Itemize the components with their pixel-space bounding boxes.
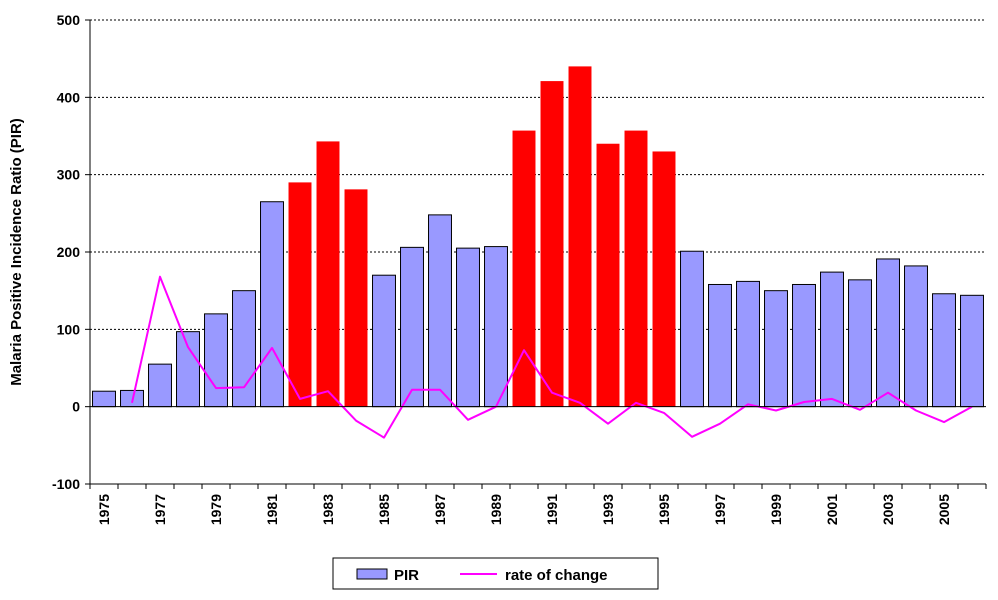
x-tick-label: 1983 [320, 494, 336, 525]
bar-1977 [148, 363, 172, 408]
y-tick-label: 300 [57, 167, 81, 183]
bar-1993 [596, 143, 620, 407]
bar-1983 [316, 141, 340, 407]
y-tick-label: 100 [57, 321, 81, 337]
bar-2006 [960, 294, 984, 408]
y-tick-label: 500 [57, 12, 81, 28]
bar-1997 [708, 283, 732, 408]
legend-label-rate-of-change: rate of change [505, 567, 608, 584]
bar-1991 [540, 81, 564, 407]
rate-of-change-line [131, 275, 973, 439]
legend-swatch-pir [356, 568, 388, 580]
axes [85, 19, 987, 489]
x-tick-label: 1999 [768, 494, 784, 525]
bar-1995 [652, 151, 676, 407]
x-tick-label: 1977 [152, 494, 168, 525]
bar-1981 [260, 201, 284, 408]
bar-1975 [92, 390, 116, 408]
x-tick-labels: 1975 1977 1979 1981 1983 1985 1987 1989 1991 1993… [96, 494, 952, 525]
bar-1979 [204, 313, 228, 408]
bar-1987 [428, 214, 452, 408]
bars [92, 66, 984, 408]
bar-2001 [820, 271, 844, 408]
x-tick-label: 1987 [432, 494, 448, 525]
bar-2004 [904, 265, 928, 408]
x-tick-label: 2001 [824, 494, 840, 525]
y-tick-label: 0 [72, 399, 80, 415]
bar-1999 [764, 290, 788, 408]
bar-2002 [848, 279, 872, 408]
x-tick-label: 1985 [376, 494, 392, 525]
bar-2000 [792, 283, 816, 408]
bar-1982 [288, 182, 312, 407]
bar-1989 [484, 246, 508, 408]
bar-1986 [400, 246, 424, 408]
bar-1985 [372, 274, 396, 408]
bar-1984 [344, 189, 368, 407]
x-tick-label: 1989 [488, 494, 504, 525]
bar-2005 [932, 293, 956, 408]
bar-1988 [456, 247, 480, 408]
y-tick-label: 200 [57, 244, 81, 260]
y-tick-label: -100 [52, 476, 80, 492]
bar-1990 [512, 130, 536, 407]
x-tick-label: 1993 [600, 494, 616, 525]
x-tick-label: 1979 [208, 494, 224, 525]
x-tick-label: 1981 [264, 494, 280, 525]
x-tick-label: 1991 [544, 494, 560, 525]
y-tick-labels: -100 0 100 200 300 400 500 [52, 12, 80, 492]
legend-label-pir: PIR [394, 567, 419, 584]
x-tick-label: 2003 [880, 494, 896, 525]
rate-line-layer [131, 275, 973, 439]
y-axis-title: Malaria Positive Incidence Ratio (PIR) [8, 118, 25, 386]
bar-1998 [736, 280, 760, 408]
x-tick-label: 2005 [936, 494, 952, 525]
legend: PIR rate of change [332, 557, 659, 590]
bar-2003 [876, 258, 900, 408]
x-tick-label: 1995 [656, 494, 672, 525]
y-tick-label: 400 [57, 89, 81, 105]
x-tick-label: 1997 [712, 494, 728, 525]
x-tick-label: 1975 [96, 494, 112, 525]
bar-1994 [624, 130, 648, 407]
bar-1992 [568, 66, 592, 407]
bar-1996 [680, 250, 704, 408]
bar-1980 [232, 290, 256, 408]
bar-1978 [176, 331, 200, 408]
